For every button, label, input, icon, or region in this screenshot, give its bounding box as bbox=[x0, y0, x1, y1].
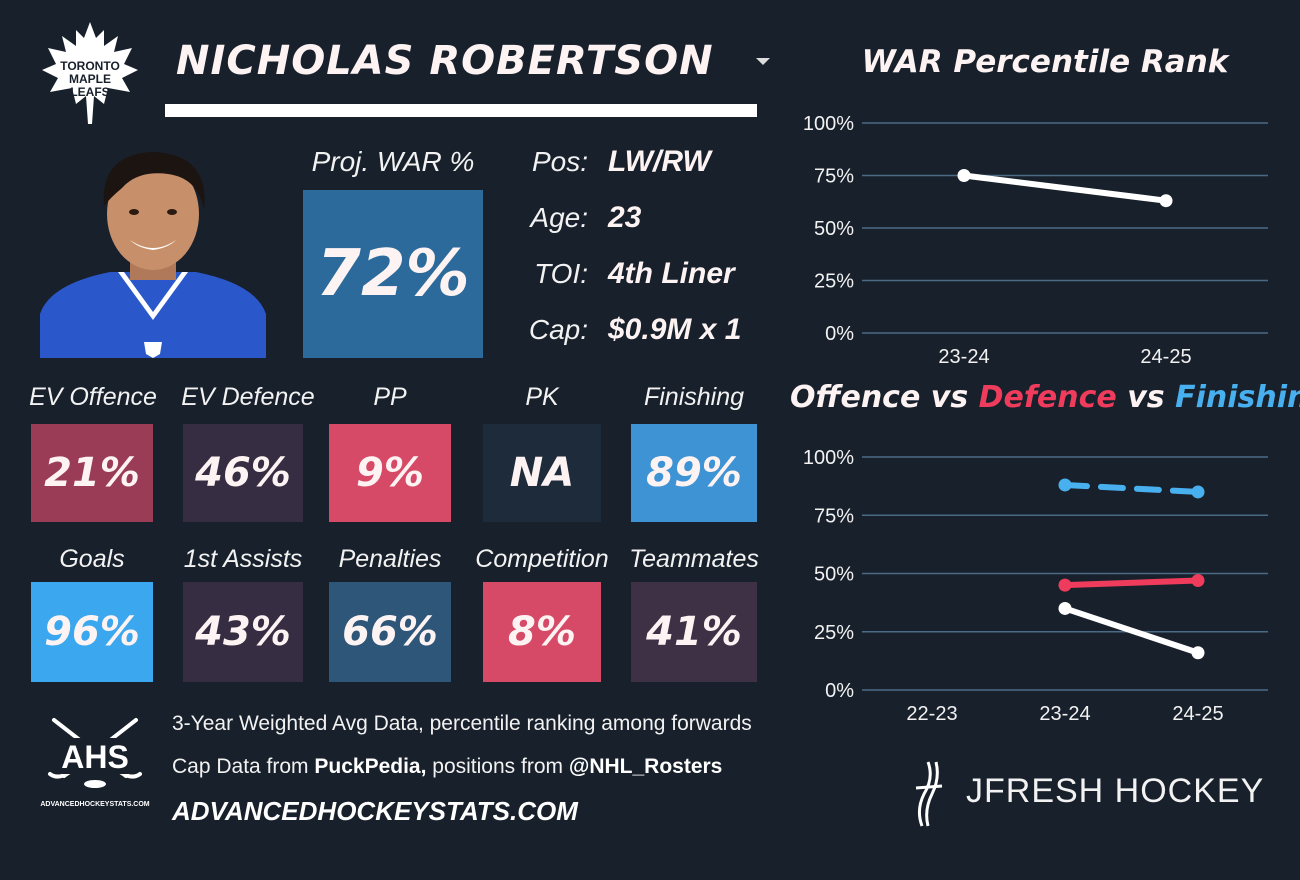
ev-offence-label: EV Offence bbox=[29, 383, 157, 411]
teammates-label: Teammates bbox=[629, 545, 759, 573]
ev-defence-label: EV Defence bbox=[181, 383, 315, 411]
competition-tile: 8% bbox=[483, 582, 601, 682]
cap-value: $0.9M x 1 bbox=[608, 313, 742, 346]
proj-war-value: 72% bbox=[303, 190, 483, 358]
war-chart-y-tick-label: 75% bbox=[814, 166, 854, 188]
pk-tile: NA bbox=[483, 424, 601, 522]
ovd-chart-x-tick-label: 22-23 bbox=[906, 703, 957, 725]
war-chart-series-line-0 bbox=[961, 172, 1169, 204]
toi-value: 4th Liner bbox=[608, 257, 735, 290]
war-chart-y-tick-label: 100% bbox=[803, 113, 854, 135]
pp-label: PP bbox=[373, 383, 407, 411]
jfresh-logo-text: JFRESH HOCKEY bbox=[966, 772, 1264, 810]
logo-text-leafs: LEAFS bbox=[70, 85, 109, 99]
ovd-chart-series-point-1 bbox=[1058, 578, 1072, 592]
war-chart-y-tick-label: 0% bbox=[825, 323, 854, 345]
pp-tile: 9% bbox=[329, 424, 451, 522]
player-select-chevron-down-icon[interactable] bbox=[752, 52, 774, 70]
footer-sources-prefix: Cap Data from bbox=[172, 755, 315, 778]
footer-sources-mid: positions from bbox=[426, 755, 569, 778]
ovd-chart-x-tick-label: 24-25 bbox=[1172, 703, 1223, 725]
position-label: Pos: bbox=[531, 146, 588, 177]
ovd-chart-title: Offence vs Defence vs Finishing bbox=[790, 380, 1300, 415]
header-underline bbox=[165, 104, 757, 117]
age-label: Age: bbox=[530, 202, 588, 233]
offence-defence-finishing-chart: 0% 25% 50% 75% 100% 22-23 23-24 24-25 bbox=[803, 447, 1268, 725]
nhl-rosters-handle: @NHL_Rosters bbox=[568, 755, 723, 778]
ovd-title-part-3: vs bbox=[1116, 380, 1176, 415]
war-chart-y-tick-label: 25% bbox=[814, 271, 854, 293]
cap-label: Cap: bbox=[528, 314, 588, 345]
ovd-chart-y-tick-label: 50% bbox=[814, 564, 854, 586]
ovd-chart-x-tick-label: 23-24 bbox=[1039, 703, 1090, 725]
ovd-chart-series-line-1 bbox=[1062, 577, 1201, 589]
goals-label: Goals bbox=[59, 545, 125, 573]
war-chart-series-point-0 bbox=[957, 169, 971, 182]
ovd-title-part-1: vs bbox=[920, 380, 979, 415]
war-chart-x-tick-label: 24-25 bbox=[1140, 346, 1191, 368]
ahs-logo-text: AHS bbox=[61, 739, 129, 775]
footer-sources: Cap Data from PuckPedia, positions from … bbox=[172, 755, 722, 779]
war-chart-x-tick-label: 23-24 bbox=[938, 346, 989, 368]
position-value: LW/RW bbox=[608, 145, 711, 178]
war-percentile-chart: 0% 25% 50% 75% 100% 23-24 24-25 bbox=[803, 113, 1268, 368]
logo-text-toronto: TORONTO bbox=[60, 59, 120, 73]
ahs-logo: AHS ADVANCEDHOCKEYSTATS.COM bbox=[40, 718, 150, 808]
finishing-tile: 89% bbox=[631, 424, 757, 522]
ovd-chart-y-tick-label: 100% bbox=[803, 447, 854, 469]
ovd-chart-series-line-2 bbox=[1062, 481, 1201, 495]
ovd-chart-series-point-0 bbox=[1058, 601, 1072, 615]
ovd-chart-series-line-0 bbox=[1062, 605, 1201, 656]
penalties-tile: 66% bbox=[329, 582, 451, 682]
footer-site: ADVANCEDHOCKEYSTATS.COM bbox=[172, 796, 578, 826]
first-assists-label: 1st Assists bbox=[183, 545, 303, 573]
jfresh-hockey-logo: JFRESH HOCKEY bbox=[915, 761, 1264, 827]
competition-label: Competition bbox=[475, 545, 609, 573]
toi-label: TOI: bbox=[534, 258, 588, 289]
footer-methodology: 3-Year Weighted Avg Data, percentile ran… bbox=[172, 712, 752, 735]
logo-text-maple: MAPLE bbox=[69, 72, 111, 86]
ahs-logo-subtext: ADVANCEDHOCKEYSTATS.COM bbox=[40, 801, 149, 808]
ovd-title-part-4: Finishing bbox=[1175, 380, 1300, 415]
war-chart-title: WAR Percentile Rank bbox=[861, 44, 1229, 80]
ovd-chart-series-point-0 bbox=[1191, 646, 1205, 660]
ovd-chart-y-tick-label: 25% bbox=[814, 622, 854, 644]
ovd-chart-y-tick-label: 0% bbox=[825, 680, 854, 702]
penalties-label: Penalties bbox=[338, 545, 442, 573]
puckpedia-source: PuckPedia, bbox=[314, 755, 427, 778]
first-assists-tile: 43% bbox=[183, 582, 303, 682]
goals-tile: 96% bbox=[31, 582, 153, 682]
ovd-title-part-0: Offence bbox=[790, 380, 921, 415]
player-name: NICHOLAS ROBERTSON bbox=[176, 38, 714, 84]
pk-label: PK bbox=[525, 383, 559, 411]
ovd-chart-series-point-1 bbox=[1191, 573, 1205, 587]
war-chart-series-point-0 bbox=[1159, 194, 1173, 208]
ev-offence-tile: 21% bbox=[31, 424, 153, 522]
ovd-chart-y-tick-label: 75% bbox=[814, 505, 854, 527]
ovd-title-part-2: Defence bbox=[978, 380, 1117, 415]
player-photo bbox=[40, 152, 266, 358]
proj-war-label: Proj. WAR % bbox=[311, 146, 475, 177]
teammates-tile: 41% bbox=[631, 582, 757, 682]
ovd-chart-series-point-2 bbox=[1191, 485, 1205, 499]
age-value: 23 bbox=[608, 201, 642, 234]
ev-defence-tile: 46% bbox=[183, 424, 303, 522]
team-logo: TORONTO MAPLE LEAFS bbox=[42, 22, 138, 124]
war-chart-y-tick-label: 50% bbox=[814, 218, 854, 240]
finishing-label: Finishing bbox=[643, 383, 745, 411]
ovd-chart-series-point-2 bbox=[1058, 478, 1072, 492]
